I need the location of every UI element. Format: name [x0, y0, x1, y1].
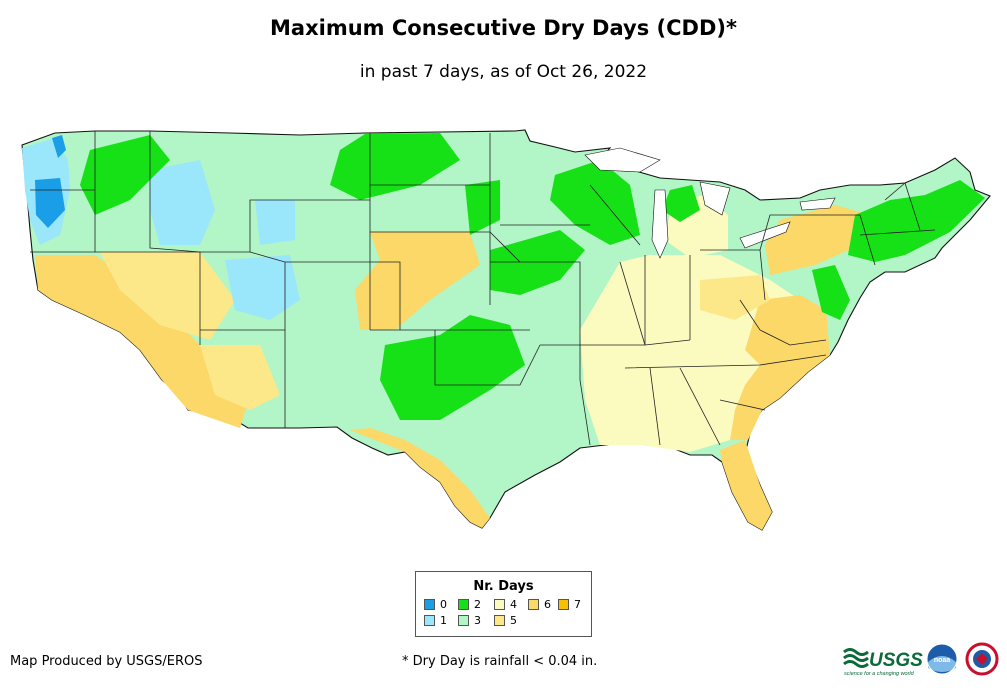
legend-swatch-1	[424, 615, 435, 626]
region-colorado-1	[225, 255, 300, 320]
noaa-logo: noaa	[926, 643, 958, 675]
region-mid-atlantic-2	[812, 265, 850, 320]
region-iowa-2	[490, 230, 585, 295]
legend-label: 5	[510, 614, 517, 627]
noaa-wordmark: noaa	[934, 657, 950, 664]
region-oklahoma-2	[380, 315, 525, 420]
map-title: Maximum Consecutive Dry Days (CDD)*	[270, 16, 737, 40]
lake-huron	[699, 181, 731, 216]
region-michigan-up-2	[662, 185, 700, 222]
region-idaho-1	[150, 160, 215, 245]
region-washington-0	[52, 135, 66, 158]
agency-logos: USGS science for a changing world noaa	[843, 642, 999, 677]
region-oregon-0	[35, 178, 65, 228]
legend-swatch-2	[458, 599, 469, 610]
region-florida-6	[720, 440, 772, 530]
legend-item-7: 7	[558, 598, 581, 611]
region-plains-6	[355, 232, 480, 330]
legend-item-3: 3	[458, 614, 481, 627]
legend-swatch-4	[494, 599, 505, 610]
region-north-dakota-2	[330, 133, 460, 200]
legend-title: Nr. Days	[473, 579, 534, 594]
legend-item-6: 6	[528, 598, 551, 611]
legend-label: 4	[510, 598, 517, 611]
region-wyoming-1	[255, 200, 295, 245]
lake-ontario	[799, 197, 836, 211]
lake-erie	[739, 221, 791, 249]
lake-superior	[584, 147, 661, 173]
legend-item-4: 4	[494, 598, 517, 611]
legend-swatch-3	[458, 615, 469, 626]
legend-label: 7	[574, 598, 581, 611]
legend-label: 1	[440, 614, 447, 627]
legend-item-5: 5	[494, 614, 517, 627]
region-texas-south-6	[350, 428, 490, 528]
map-credit: Map Produced by USGS/EROS	[10, 654, 203, 669]
usgs-logo: USGS science for a changing world	[843, 648, 923, 677]
legend-swatch-5	[494, 615, 505, 626]
region-southwest-6	[35, 255, 250, 428]
region-desert-5	[200, 345, 280, 410]
region-montana-2	[80, 135, 170, 215]
legend-item-2: 2	[458, 598, 481, 611]
lake-michigan	[651, 189, 669, 259]
legend-swatch-0	[424, 599, 435, 610]
region-appalachia-5	[700, 275, 770, 320]
region-greatbasin-5	[100, 252, 235, 340]
region-carolinas-6	[730, 295, 830, 440]
legend: Nr. Days 0 1 2 3 4 5 6	[415, 571, 592, 637]
legend-label: 3	[474, 614, 481, 627]
region-newyork-6	[765, 205, 870, 275]
nws-logo	[965, 642, 999, 676]
map-subtitle: in past 7 days, as of Oct 26, 2022	[359, 62, 648, 82]
state-borders	[30, 131, 936, 446]
legend-swatch-6	[528, 599, 539, 610]
region-new-england-2	[848, 180, 985, 262]
legend-label: 0	[440, 598, 447, 611]
legend-swatch-7	[558, 599, 569, 610]
region-wisconsin-2	[550, 160, 640, 245]
legend-item-1: 1	[424, 614, 447, 627]
dry-day-footnote: * Dry Day is rainfall < 0.04 in.	[402, 654, 598, 669]
legend-label: 2	[474, 598, 481, 611]
usgs-wordmark: USGS	[869, 650, 923, 671]
legend-label: 6	[544, 598, 551, 611]
region-nebraska-2	[465, 180, 500, 235]
usgs-tagline: science for a changing world	[844, 671, 915, 677]
legend-item-0: 0	[424, 598, 447, 611]
